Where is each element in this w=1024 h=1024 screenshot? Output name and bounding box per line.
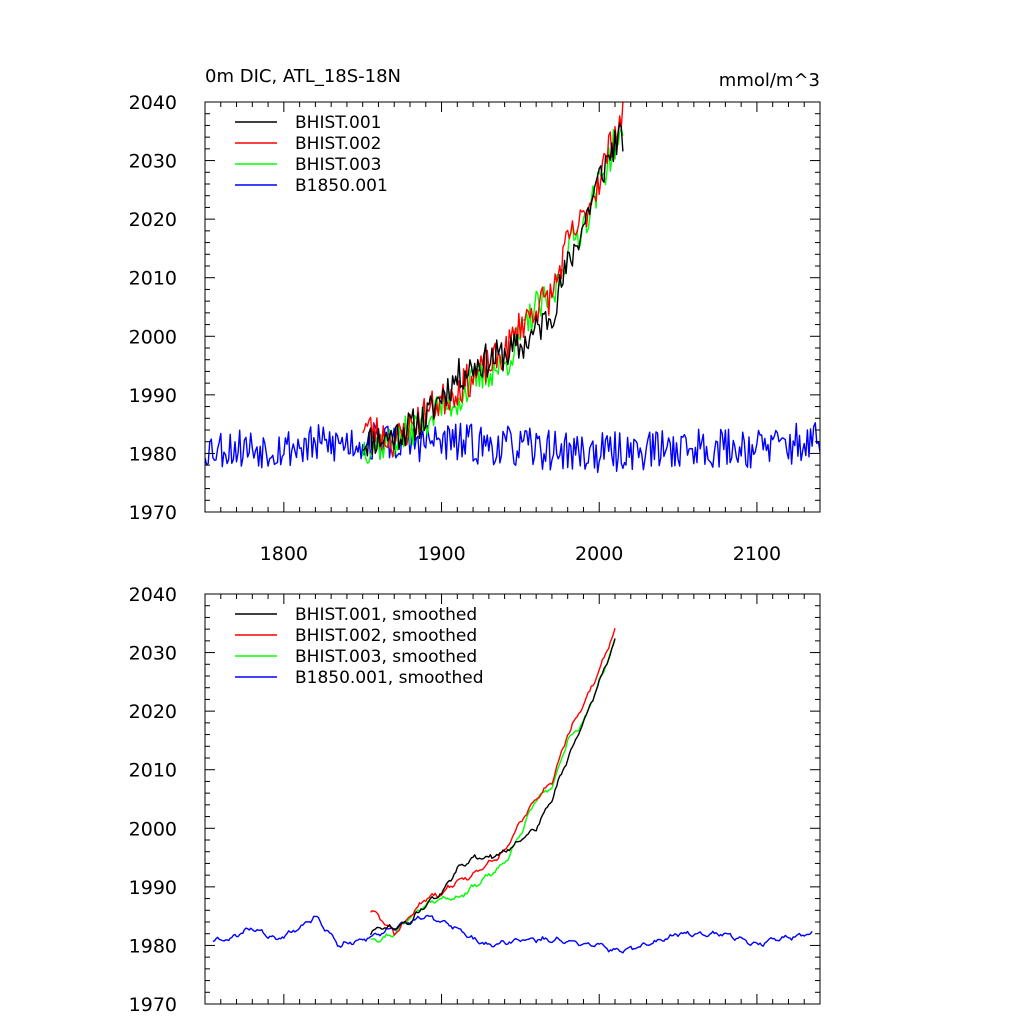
y-tick-label: 1970 — [129, 502, 177, 524]
series-line-bhist-003-smoothed — [370, 639, 616, 943]
legend-label: BHIST.003 — [295, 155, 381, 175]
legend-label: BHIST.003, smoothed — [295, 647, 477, 667]
y-tick-label: 2040 — [129, 584, 177, 606]
y-tick-label: 1980 — [129, 935, 177, 957]
x-tick-label: 2000 — [575, 543, 623, 565]
y-tick-label: 2020 — [129, 209, 177, 231]
series-line-b1850-001 — [205, 422, 820, 474]
legend-label: BHIST.001 — [295, 113, 381, 133]
series-line-bhist-001-smoothed — [369, 638, 616, 936]
legend-label: B1850.001, smoothed — [295, 668, 484, 688]
y-tick-label: 2030 — [129, 643, 177, 665]
y-tick-label: 2010 — [129, 268, 177, 290]
legend-label: B1850.001 — [295, 176, 388, 196]
top-panel: 0m DIC, ATL_18S-18N mmol/m^3 1970 1980 199… — [129, 66, 821, 565]
y-tick-label: 1970 — [129, 994, 177, 1016]
plot-frame — [204, 101, 821, 513]
x-tick-label: 1900 — [417, 543, 465, 565]
y-tick-label: 1980 — [129, 443, 177, 465]
y-tick-label: 2000 — [129, 326, 177, 348]
y-tick-label: 1990 — [129, 385, 177, 407]
units-label: mmol/m^3 — [719, 70, 820, 91]
x-tick-label: 2100 — [733, 543, 781, 565]
series-line-bhist-002-smoothed — [370, 628, 616, 936]
series-line-bhist-001 — [362, 122, 624, 457]
y-tick-label: 1990 — [129, 877, 177, 899]
y-tick-label: 2030 — [129, 151, 177, 173]
bottom-panel: 1970 1980 1990 2000 2010 2020 2030 2040 BHIST.00… — [129, 584, 821, 1016]
legend-label: BHIST.001, smoothed — [295, 605, 477, 625]
y-tick-label: 2020 — [129, 701, 177, 723]
legend-label: BHIST.002, smoothed — [295, 626, 477, 646]
y-tick-label: 2010 — [129, 760, 177, 782]
legend-label: BHIST.002 — [295, 134, 381, 154]
series-line-b1850-001-smoothed — [212, 914, 813, 954]
x-tick-label: 1800 — [260, 543, 308, 565]
plot-frame — [204, 593, 821, 1005]
y-tick-label: 2000 — [129, 818, 177, 840]
chart-title: 0m DIC, ATL_18S-18N — [205, 66, 401, 87]
y-tick-label: 2040 — [129, 92, 177, 114]
series-line-bhist-003 — [362, 128, 624, 464]
series-line-bhist-002 — [362, 102, 624, 458]
